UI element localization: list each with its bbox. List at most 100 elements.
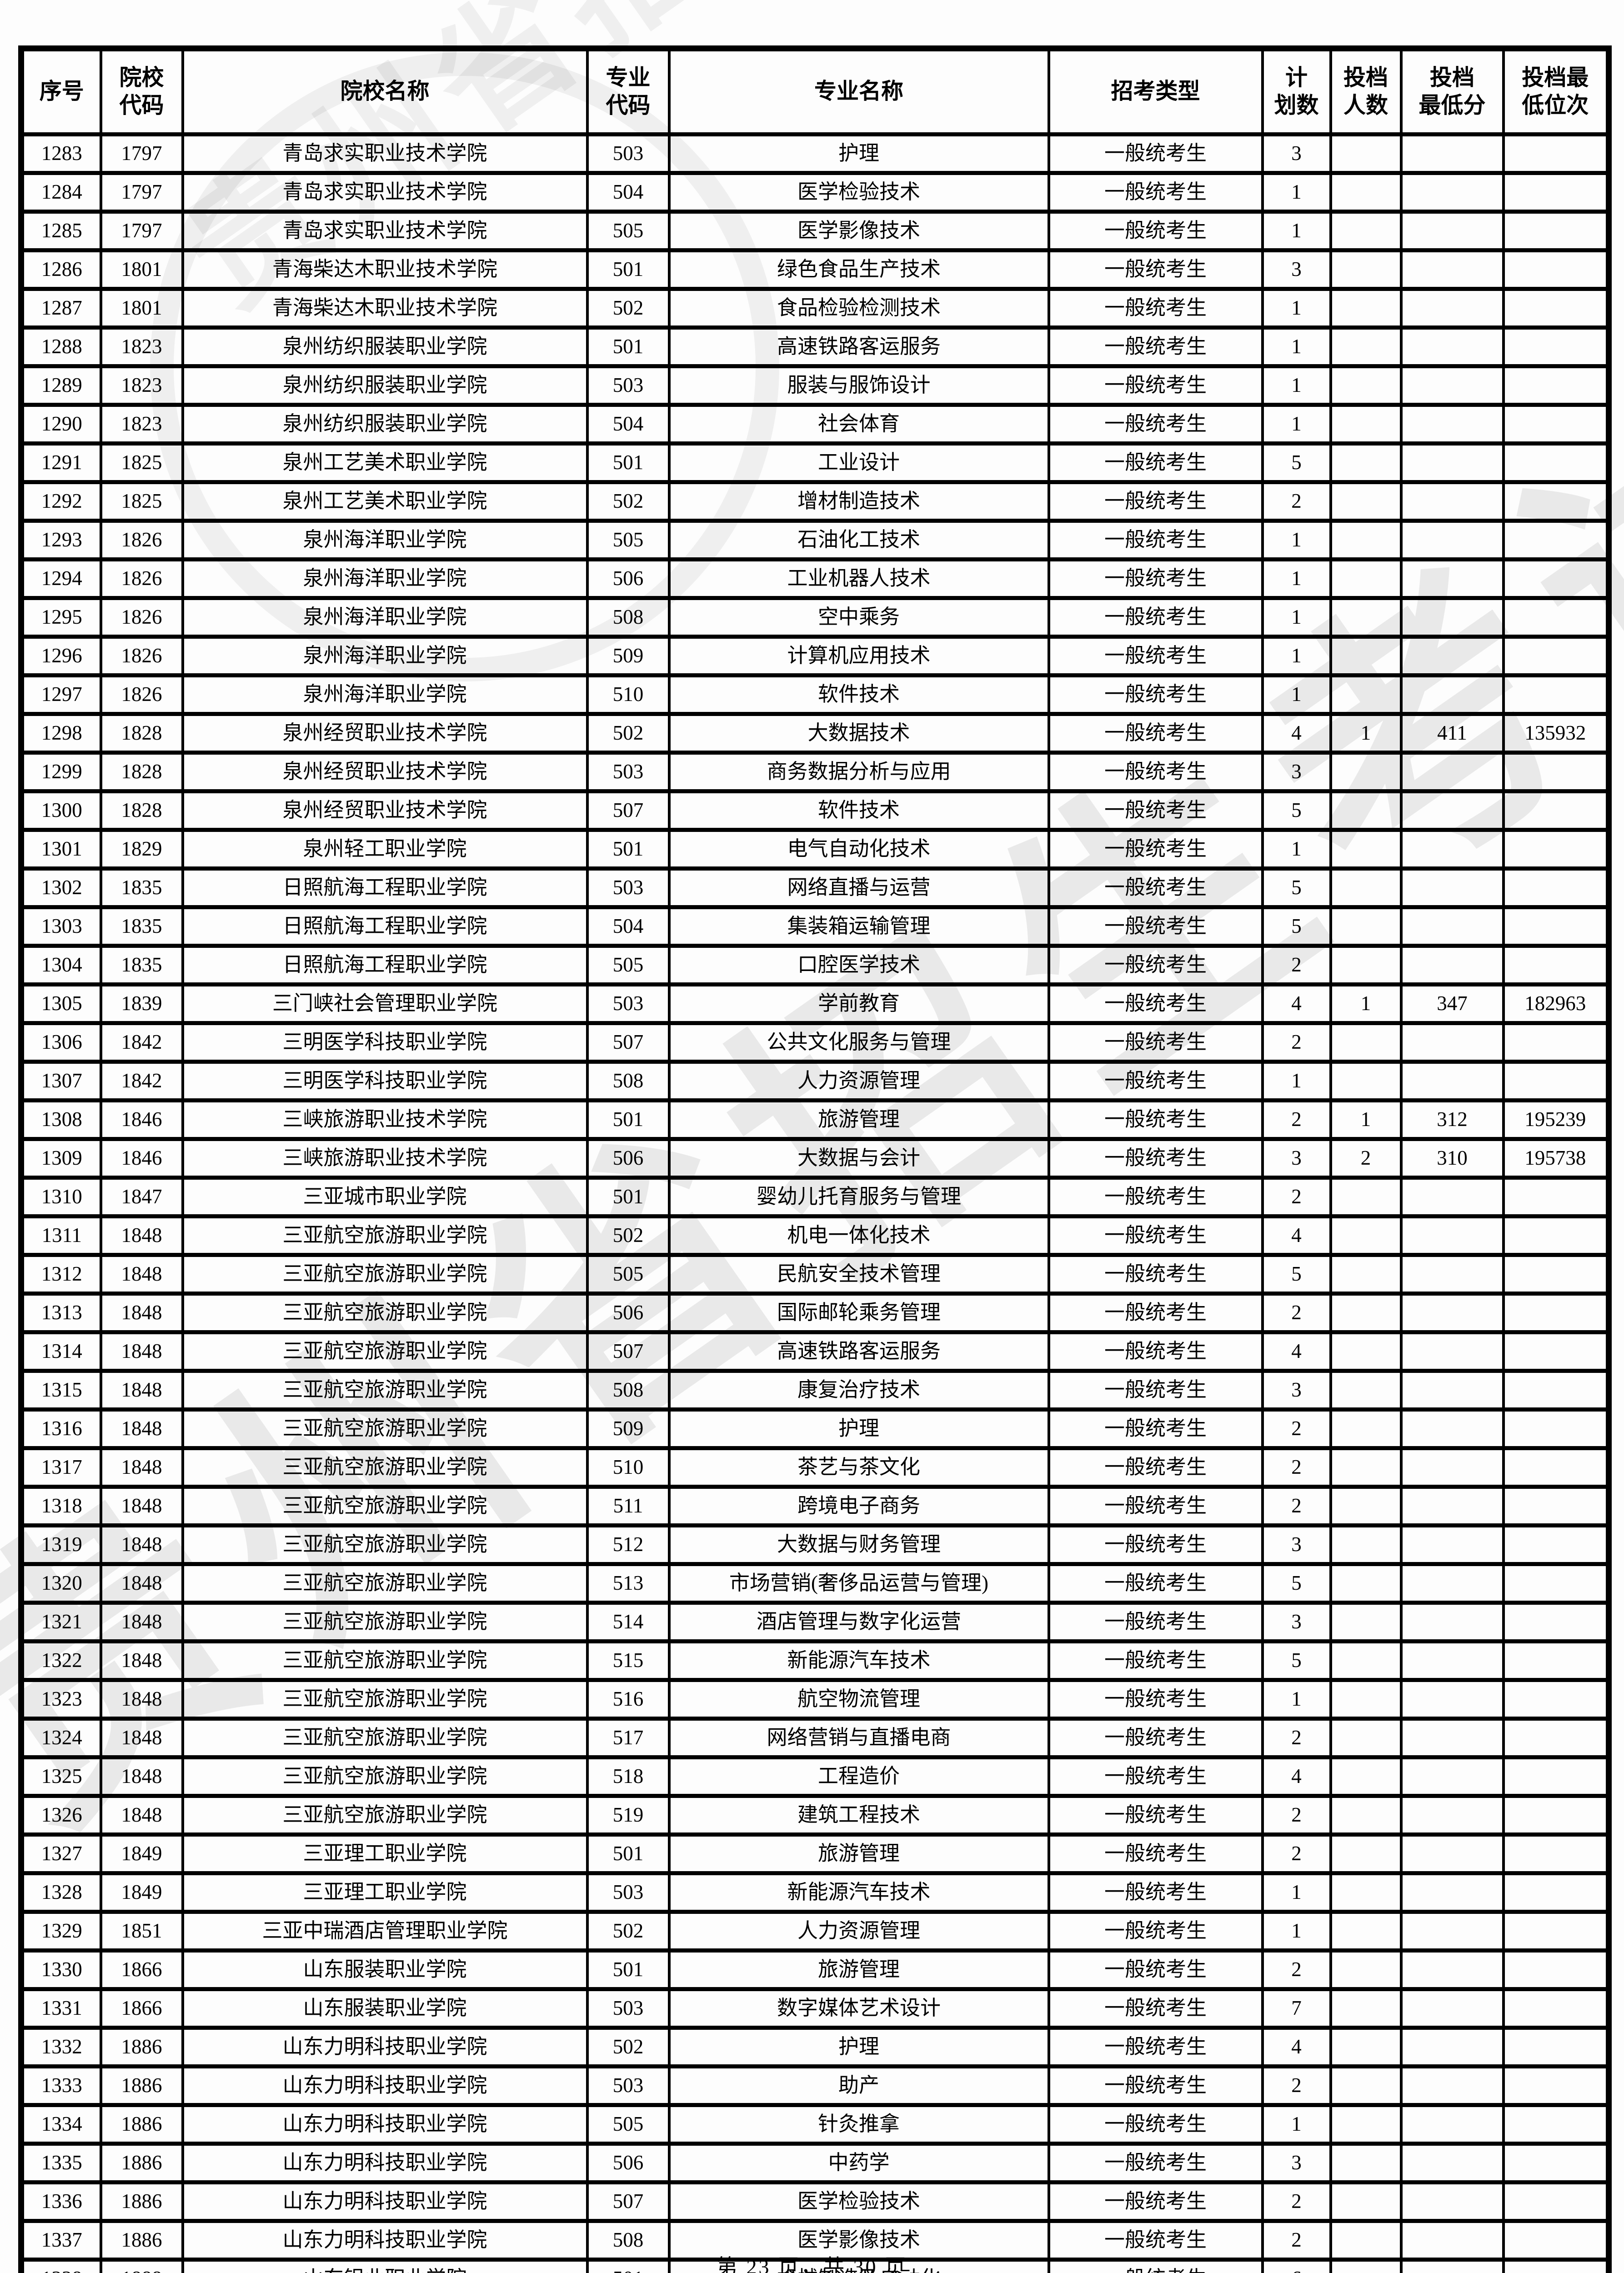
cell-recruit-type: 一般统考生	[1047, 1369, 1264, 1412]
cell-seq: 1296	[20, 635, 102, 677]
cell-plan: 1	[1261, 596, 1332, 639]
cell-min-rank: 195738	[1502, 1137, 1610, 1180]
cell-plan: 5	[1261, 905, 1332, 948]
cell-seq: 1297	[20, 673, 102, 716]
cell-min-score	[1399, 287, 1505, 330]
table-row: 1315 1848 三亚航空旅游职业学院 508 康复治疗技术 一般统考生 3	[20, 1369, 1610, 1412]
table-row: 1300 1828 泉州经贸职业技术学院 507 软件技术 一般统考生 5	[20, 789, 1610, 832]
cell-plan: 1	[1261, 557, 1332, 600]
cell-cast	[1329, 1292, 1403, 1334]
cell-college-code: 1823	[99, 403, 184, 446]
cell-min-score	[1399, 1755, 1505, 1798]
cell-cast	[1329, 1871, 1403, 1914]
cell-college-name: 山东力明科技职业学院	[181, 2219, 589, 2262]
cell-major-code: 502	[586, 480, 671, 523]
cell-college-name: 泉州经贸职业技术学院	[181, 751, 589, 793]
cell-min-rank	[1502, 1755, 1610, 1798]
cell-plan: 2	[1261, 1176, 1332, 1218]
cell-college-name: 三亚航空旅游职业学院	[181, 1601, 589, 1643]
table-row: 1311 1848 三亚航空旅游职业学院 502 机电一体化技术 一般统考生 4	[20, 1214, 1610, 1257]
cell-major-name: 大数据与会计	[667, 1137, 1050, 1180]
cell-min-score	[1399, 905, 1505, 948]
cell-major-name: 市场营销(奢侈品运营与管理)	[667, 1562, 1050, 1605]
cell-major-name: 公共文化服务与管理	[667, 1021, 1050, 1064]
cell-major-code: 503	[586, 866, 671, 909]
cell-min-rank	[1502, 905, 1610, 948]
cell-min-rank	[1502, 673, 1610, 716]
cell-college-name: 泉州海洋职业学院	[181, 673, 589, 716]
table-row: 1304 1835 日照航海工程职业学院 505 口腔医学技术 一般统考生 2	[20, 944, 1610, 986]
cell-min-rank	[1502, 1021, 1610, 1064]
cell-recruit-type: 一般统考生	[1047, 287, 1264, 330]
admission-results-table: 序号 院校 代码 院校名称 专业 代码 专业名称 招考类型 计 划数 投档 人数…	[18, 45, 1612, 2273]
cell-major-name: 服装与服饰设计	[667, 364, 1050, 407]
cell-college-name: 泉州工艺美术职业学院	[181, 441, 589, 484]
cell-cast	[1329, 2258, 1403, 2273]
cell-plan: 1	[1261, 403, 1332, 446]
cell-cast	[1329, 1021, 1403, 1064]
cell-seq: 1331	[20, 1987, 102, 2030]
cell-college-name: 青岛求实职业技术学院	[181, 171, 589, 214]
cell-min-rank	[1502, 519, 1610, 561]
cell-min-rank	[1502, 2064, 1610, 2107]
cell-plan: 2	[1261, 2180, 1332, 2223]
cell-major-name: 机械制造及自动化	[667, 2258, 1050, 2273]
cell-plan: 2	[1261, 1948, 1332, 1991]
table-row: 1299 1828 泉州经贸职业技术学院 503 商务数据分析与应用 一般统考生 3	[20, 751, 1610, 793]
cell-cast	[1329, 1253, 1403, 1296]
cell-recruit-type: 一般统考生	[1047, 1330, 1264, 1373]
cell-min-rank	[1502, 248, 1610, 291]
cell-min-rank	[1502, 828, 1610, 871]
cell-recruit-type: 一般统考生	[1047, 1176, 1264, 1218]
cell-plan: 5	[1261, 789, 1332, 832]
cell-college-code: 1848	[99, 1369, 184, 1412]
cell-min-score	[1399, 1678, 1505, 1721]
cell-college-name: 三明医学科技职业学院	[181, 1060, 589, 1102]
cell-seq: 1316	[20, 1407, 102, 1450]
cell-min-rank	[1502, 1678, 1610, 1721]
cell-college-code: 1851	[99, 1910, 184, 1953]
cell-major-code: 502	[586, 1910, 671, 1953]
cell-min-score	[1399, 519, 1505, 561]
cell-plan: 1	[1261, 1678, 1332, 1721]
cell-cast	[1329, 1794, 1403, 1837]
cell-min-score	[1399, 1369, 1505, 1412]
cell-recruit-type: 一般统考生	[1047, 2064, 1264, 2107]
cell-major-code: 507	[586, 1330, 671, 1373]
table-row: 1291 1825 泉州工艺美术职业学院 501 工业设计 一般统考生 5	[20, 441, 1610, 484]
cell-min-rank	[1502, 2258, 1610, 2273]
cell-college-name: 三亚航空旅游职业学院	[181, 1717, 589, 1759]
cell-college-code: 1848	[99, 1601, 184, 1643]
cell-major-code: 505	[586, 2103, 671, 2146]
cell-major-code: 505	[586, 519, 671, 561]
cell-cast	[1329, 1214, 1403, 1257]
cell-college-code: 1825	[99, 480, 184, 523]
cell-cast	[1329, 519, 1403, 561]
cell-min-score	[1399, 866, 1505, 909]
cell-seq: 1288	[20, 325, 102, 368]
cell-seq: 1294	[20, 557, 102, 600]
table-row: 1331 1866 山东服装职业学院 503 数字媒体艺术设计 一般统考生 7	[20, 1987, 1610, 2030]
cell-min-rank	[1502, 1987, 1610, 2030]
cell-college-name: 三亚航空旅游职业学院	[181, 1639, 589, 1682]
cell-recruit-type: 一般统考生	[1047, 1678, 1264, 1721]
cell-seq: 1285	[20, 210, 102, 252]
cell-min-rank	[1502, 635, 1610, 677]
cell-cast	[1329, 2026, 1403, 2068]
cell-min-rank	[1502, 1253, 1610, 1296]
cell-plan: 2	[1261, 1098, 1332, 1141]
cell-plan: 5	[1261, 441, 1332, 484]
cell-major-name: 医学影像技术	[667, 210, 1050, 252]
cell-major-code: 515	[586, 1639, 671, 1682]
cell-college-name: 泉州纺织服装职业学院	[181, 364, 589, 407]
table-row: 1322 1848 三亚航空旅游职业学院 515 新能源汽车技术 一般统考生 5	[20, 1639, 1610, 1682]
cell-major-code: 509	[586, 635, 671, 677]
cell-cast	[1329, 1910, 1403, 1953]
cell-recruit-type: 一般统考生	[1047, 596, 1264, 639]
cell-plan: 2	[1261, 480, 1332, 523]
cell-college-code: 1797	[99, 171, 184, 214]
col-header-plan-count: 计 划数	[1261, 46, 1332, 136]
cell-major-name: 网络直播与运营	[667, 866, 1050, 909]
cell-college-name: 山东力明科技职业学院	[181, 2142, 589, 2184]
cell-college-code: 1886	[99, 2142, 184, 2184]
